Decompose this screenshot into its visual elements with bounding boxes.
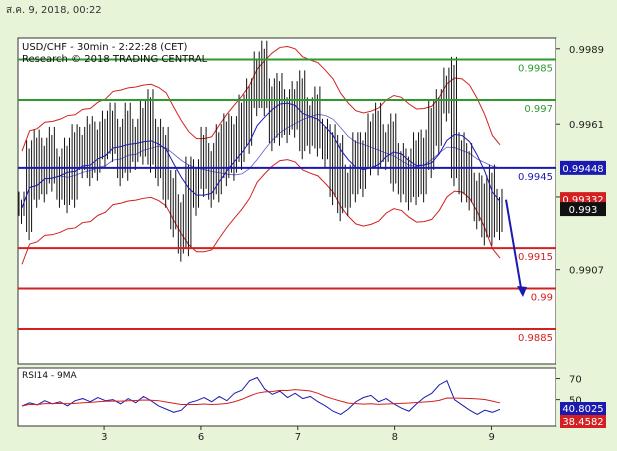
projection-arrow [505,199,527,297]
level-label: 0.99 [531,293,553,304]
time-axis: 3 6 7 8 9 [101,426,495,443]
x-tick-label: 9 [488,432,494,443]
price-tag-label: 0.99332 [562,195,603,206]
projection-arrow-shaft [505,199,523,295]
rsi-ma-line [21,389,501,407]
chart-title: USD/CHF - 30min - 2:22:28 (CET) [22,42,188,53]
rsi-tick-label: 70 [569,375,582,386]
right-axis-area [556,38,614,426]
level-label: 0.9945 [518,172,553,183]
x-tick-label: 8 [392,432,398,443]
rsi-tag-label: 38.4582 [562,417,603,428]
rsi-tick-label: 50 [569,396,582,407]
y-tick-label: 0.9961 [569,120,604,131]
price-tag-label: 0.993 [569,205,598,216]
level-label: 0.997 [524,104,553,115]
level-label: 0.9885 [518,333,553,344]
projection-arrow-head [517,285,527,297]
level-label: 0.9915 [518,252,553,263]
key-levels: 0.9985 0.997 0.9945 0.9915 0.99 0.9885 [18,58,556,344]
chart-datetime: ส.ค. 9, 2018, 00:22 [6,5,102,16]
rsi-tag [560,402,606,415]
price-tag-label: 0.99448 [562,164,603,175]
rsi-title: RSI14 - 9MA [22,371,78,381]
x-tick-label: 7 [295,432,301,443]
y-tick-label: 0.9907 [569,266,604,277]
price-tag [560,202,606,217]
blue-moving-average-line [21,102,501,208]
chart-subtitle: Research © 2018 TRADING CENTRAL [22,54,208,65]
rsi-tag [560,415,606,428]
y-tick-label: 0.9989 [569,45,604,56]
moving-averages [21,102,501,208]
rsi-lines: 70 50 [21,375,582,415]
x-tick-label: 3 [101,432,107,443]
price-bars [18,40,503,262]
rsi-tag-label: 40.8025 [562,404,603,415]
x-tick-label: 6 [198,432,204,443]
price-tag [560,160,606,175]
rsi-line [21,376,501,415]
lower-band-line [21,159,501,265]
main-panel [17,37,557,365]
slow-moving-average-line [21,113,501,208]
level-label: 0.9985 [518,64,553,75]
